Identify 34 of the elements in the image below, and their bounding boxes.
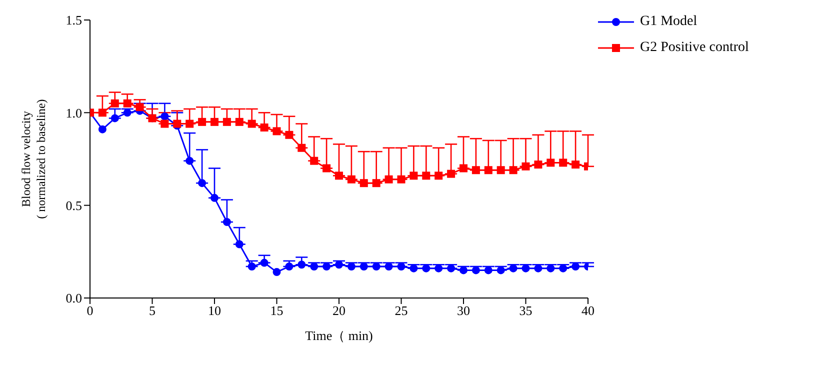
point bbox=[110, 114, 119, 122]
point bbox=[335, 172, 343, 180]
x-tick-label: 5 bbox=[149, 303, 156, 318]
point bbox=[298, 144, 306, 152]
y-tick-label: 0.0 bbox=[66, 290, 82, 306]
point bbox=[347, 175, 356, 184]
point bbox=[322, 164, 331, 172]
point bbox=[160, 120, 169, 128]
point bbox=[98, 125, 106, 134]
x-axis-title: Time（ min) bbox=[305, 328, 373, 343]
point bbox=[260, 123, 268, 132]
y-axis-title: Blood flow velocity ( normalized to baseline) bbox=[19, 99, 48, 219]
x-tick-label: 0 bbox=[86, 303, 94, 318]
y-tick-label: 1.0 bbox=[66, 105, 82, 120]
point bbox=[186, 156, 194, 165]
legend-label: G2 Positive control bbox=[640, 40, 749, 56]
x-tick-label: 25 bbox=[394, 303, 408, 318]
x-tick-label: 15 bbox=[270, 303, 284, 318]
legend-label: G1 Model bbox=[640, 14, 698, 30]
point bbox=[235, 240, 244, 248]
point bbox=[222, 218, 231, 226]
point bbox=[98, 108, 106, 117]
x-tick-label: 35 bbox=[519, 303, 532, 318]
point bbox=[310, 156, 318, 165]
y-tick-label: 0.5 bbox=[66, 198, 82, 213]
point bbox=[272, 127, 281, 136]
point bbox=[198, 179, 206, 188]
x-tick-label: 30 bbox=[457, 303, 470, 318]
y-tick-label: 1.5 bbox=[66, 12, 82, 28]
x-tick-label: 20 bbox=[332, 303, 346, 318]
point bbox=[285, 130, 294, 139]
point bbox=[272, 268, 281, 276]
x-tick-label: 40 bbox=[582, 303, 594, 318]
x-tick-label: 10 bbox=[208, 303, 221, 318]
